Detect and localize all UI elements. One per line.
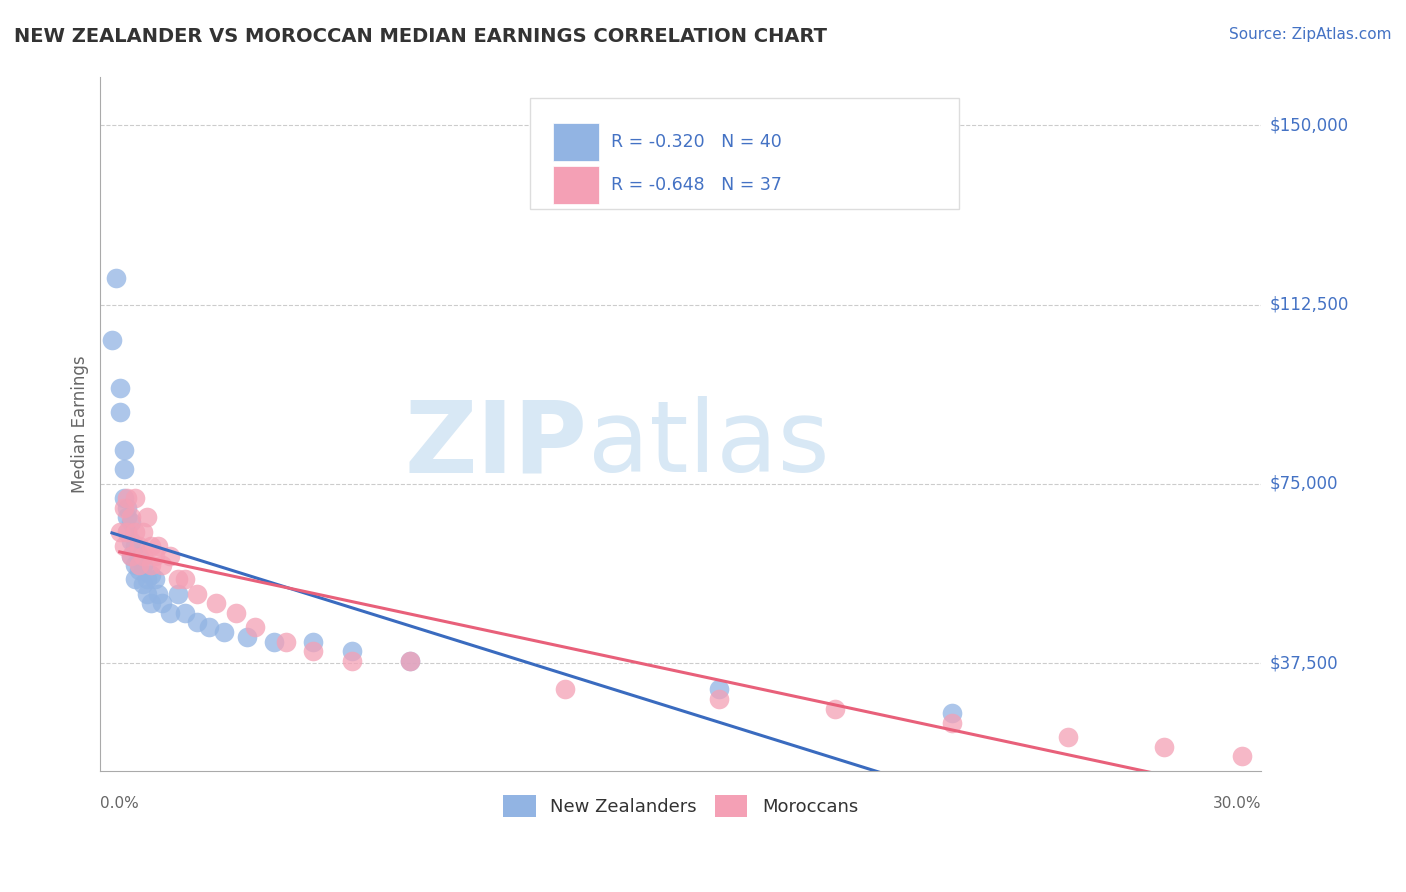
Point — [150, 558, 173, 573]
Point — [120, 549, 142, 563]
Point — [128, 539, 150, 553]
Point — [112, 500, 135, 515]
Point — [302, 634, 325, 648]
Point — [148, 587, 170, 601]
Point — [340, 654, 363, 668]
Point — [709, 682, 731, 697]
Point — [112, 491, 135, 505]
Point — [101, 334, 124, 348]
Point — [108, 381, 131, 395]
FancyBboxPatch shape — [530, 98, 959, 209]
Point — [274, 634, 297, 648]
Point — [1056, 730, 1078, 744]
Point — [197, 620, 219, 634]
Point — [159, 606, 181, 620]
Point — [225, 606, 247, 620]
Point — [117, 510, 139, 524]
Text: $37,500: $37,500 — [1270, 654, 1339, 672]
Text: Source: ZipAtlas.com: Source: ZipAtlas.com — [1229, 27, 1392, 42]
Point — [132, 577, 155, 591]
Point — [236, 630, 259, 644]
Point — [941, 706, 963, 721]
Text: R = -0.320   N = 40: R = -0.320 N = 40 — [612, 133, 782, 151]
Text: ZIP: ZIP — [405, 396, 588, 493]
Text: NEW ZEALANDER VS MOROCCAN MEDIAN EARNINGS CORRELATION CHART: NEW ZEALANDER VS MOROCCAN MEDIAN EARNING… — [14, 27, 827, 45]
Point — [117, 500, 139, 515]
Point — [112, 443, 135, 458]
Point — [117, 524, 139, 539]
Point — [139, 596, 162, 610]
Point — [139, 567, 162, 582]
Point — [139, 539, 162, 553]
Point — [117, 491, 139, 505]
FancyBboxPatch shape — [553, 166, 599, 203]
Point — [143, 573, 166, 587]
Point — [1230, 749, 1253, 764]
Point — [263, 634, 285, 648]
Point — [112, 462, 135, 476]
Point — [302, 644, 325, 658]
Point — [124, 573, 146, 587]
Point — [212, 625, 235, 640]
Point — [124, 524, 146, 539]
Point — [124, 491, 146, 505]
Point — [150, 596, 173, 610]
Point — [124, 539, 146, 553]
Text: R = -0.648   N = 37: R = -0.648 N = 37 — [612, 176, 782, 194]
Point — [186, 587, 208, 601]
Point — [120, 534, 142, 549]
Point — [166, 573, 188, 587]
Text: 30.0%: 30.0% — [1212, 796, 1261, 811]
Text: $112,500: $112,500 — [1270, 295, 1348, 314]
Point — [186, 615, 208, 630]
Point — [174, 606, 197, 620]
Point — [135, 510, 157, 524]
Point — [117, 524, 139, 539]
Point — [159, 549, 181, 563]
Point — [709, 692, 731, 706]
Point — [554, 682, 576, 697]
Point — [1153, 739, 1175, 754]
Point — [399, 654, 422, 668]
Legend: New Zealanders, Moroccans: New Zealanders, Moroccans — [496, 788, 865, 824]
Point — [139, 558, 162, 573]
Text: atlas: atlas — [588, 396, 830, 493]
Y-axis label: Median Earnings: Median Earnings — [72, 355, 89, 493]
FancyBboxPatch shape — [553, 123, 599, 161]
Point — [166, 587, 188, 601]
Point — [143, 549, 166, 563]
Point — [128, 563, 150, 577]
Point — [128, 558, 150, 573]
Point — [135, 573, 157, 587]
Point — [108, 524, 131, 539]
Text: $150,000: $150,000 — [1270, 116, 1348, 135]
Text: 0.0%: 0.0% — [100, 796, 139, 811]
Point — [112, 539, 135, 553]
Point — [104, 271, 127, 285]
Point — [124, 558, 146, 573]
Point — [132, 549, 155, 563]
Point — [135, 587, 157, 601]
Point — [108, 405, 131, 419]
Point — [174, 573, 197, 587]
Point — [120, 510, 142, 524]
Point — [941, 715, 963, 730]
Point — [128, 549, 150, 563]
Point — [132, 524, 155, 539]
Point — [132, 558, 155, 573]
Point — [148, 539, 170, 553]
Point — [340, 644, 363, 658]
Point — [120, 549, 142, 563]
Point — [205, 596, 228, 610]
Point — [399, 654, 422, 668]
Point — [243, 620, 266, 634]
Point — [824, 701, 846, 715]
Point — [120, 515, 142, 529]
Text: $75,000: $75,000 — [1270, 475, 1339, 492]
